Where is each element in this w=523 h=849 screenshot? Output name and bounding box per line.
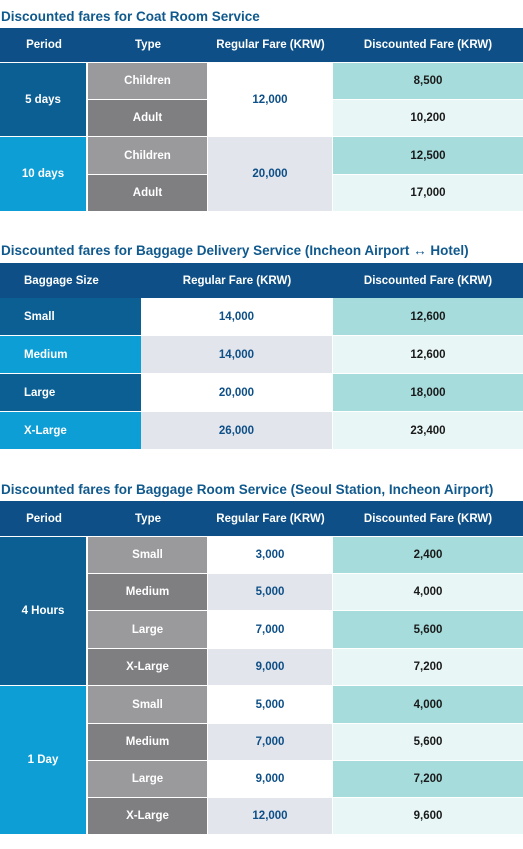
delivery-size-cell: X-Large	[0, 412, 141, 449]
coat-discounted-fare: 10,200	[333, 100, 523, 136]
room-type-cell: Large	[88, 761, 207, 797]
room-discounted-fare: 5,600	[333, 724, 523, 760]
delivery-discounted-fare: 18,000	[333, 374, 523, 411]
room-type-cell: Medium	[88, 724, 207, 760]
coat-discounted-fare: 8,500	[333, 63, 523, 99]
coat-regular-fare: 12,000	[208, 63, 332, 136]
room-discounted-fare: 2,400	[333, 537, 523, 573]
delivery-header-regular: Regular Fare (KRW)	[141, 263, 333, 298]
room-type-cell: Large	[88, 611, 207, 648]
room-discounted-fare: 5,600	[333, 611, 523, 648]
coat-period-10-days: 10 days	[0, 137, 86, 211]
delivery-header-discounted: Discounted Fare (KRW)	[333, 263, 523, 298]
room-type-cell: Small	[88, 686, 207, 723]
coat-type-cell: Adult	[88, 175, 207, 211]
delivery-discounted-fare: 12,600	[333, 336, 523, 373]
room-discounted-fare: 9,600	[333, 798, 523, 834]
coat-type-cell: Children	[88, 63, 207, 99]
delivery-regular-fare: 14,000	[141, 298, 332, 335]
delivery-title: Discounted fares for Baggage Delivery Se…	[1, 243, 469, 258]
delivery-header-size: Baggage Size	[0, 263, 141, 298]
delivery-discounted-fare: 12,600	[333, 298, 523, 335]
delivery-regular-fare: 14,000	[141, 336, 332, 373]
coat-period-5-days: 5 days	[0, 63, 86, 136]
coat-discounted-fare: 17,000	[333, 175, 523, 211]
room-type-cell: Small	[88, 537, 207, 573]
room-discounted-fare: 7,200	[333, 761, 523, 797]
room-period-1-day: 1 Day	[0, 686, 86, 834]
coat-regular-fare: 20,000	[208, 137, 332, 211]
room-regular-fare: 5,000	[208, 686, 332, 723]
room-header-discounted: Discounted Fare (KRW)	[333, 501, 523, 536]
coat-header-period: Period	[0, 28, 88, 62]
room-type-cell: Medium	[88, 574, 207, 610]
room-regular-fare: 12,000	[208, 798, 332, 834]
delivery-discounted-fare: 23,400	[333, 412, 523, 449]
room-period-4-hours: 4 Hours	[0, 537, 86, 685]
coat-type-cell: Children	[88, 137, 207, 174]
coat-header-type: Type	[88, 28, 208, 62]
coat-header-discounted: Discounted Fare (KRW)	[333, 28, 523, 62]
room-type-cell: X-Large	[88, 798, 207, 834]
coat-discounted-fare: 12,500	[333, 137, 523, 174]
delivery-size-cell: Medium	[0, 336, 141, 373]
room-discounted-fare: 7,200	[333, 649, 523, 685]
room-regular-fare: 7,000	[208, 724, 332, 760]
delivery-size-cell: Small	[0, 298, 141, 335]
room-regular-fare: 7,000	[208, 611, 332, 648]
room-discounted-fare: 4,000	[333, 574, 523, 610]
room-regular-fare: 5,000	[208, 574, 332, 610]
room-regular-fare: 9,000	[208, 761, 332, 797]
room-type-cell: X-Large	[88, 649, 207, 685]
room-header-type: Type	[88, 501, 208, 536]
room-regular-fare: 3,000	[208, 537, 332, 573]
room-header-regular: Regular Fare (KRW)	[208, 501, 333, 536]
delivery-regular-fare: 26,000	[141, 412, 332, 449]
coat-room-title: Discounted fares for Coat Room Service	[1, 9, 260, 24]
coat-header-regular: Regular Fare (KRW)	[208, 28, 333, 62]
coat-type-cell: Adult	[88, 100, 207, 136]
room-header-period: Period	[0, 501, 88, 536]
room-title: Discounted fares for Baggage Room Servic…	[1, 482, 494, 497]
room-regular-fare: 9,000	[208, 649, 332, 685]
delivery-regular-fare: 20,000	[141, 374, 332, 411]
room-discounted-fare: 4,000	[333, 686, 523, 723]
delivery-size-cell: Large	[0, 374, 141, 411]
